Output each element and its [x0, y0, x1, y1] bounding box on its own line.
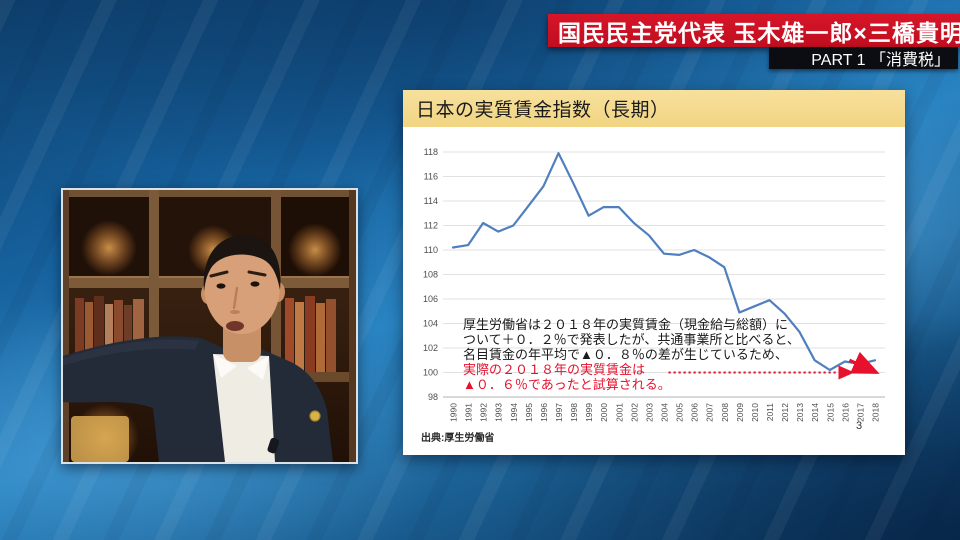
x-axis-tick-label: 2011	[765, 403, 775, 422]
shelf-post	[349, 190, 356, 462]
book-spine	[295, 302, 304, 372]
shirt-collar	[247, 356, 269, 380]
wage-index-chart: 98 100 102 104 106 108 110 112 114 116 118 1990 1991…	[403, 127, 905, 455]
x-axis-tick-label: 2009	[735, 403, 745, 422]
x-axis-tick-label: 2017	[855, 403, 865, 422]
annotation-line-red: ▲０．６％であったと試算される。	[463, 377, 671, 392]
x-axis-tick-label: 1992	[479, 403, 489, 422]
y-axis-tick-label: 102	[423, 343, 438, 353]
hair	[203, 234, 281, 292]
x-axis-tick-label: 2001	[614, 403, 624, 422]
eyebrow	[209, 270, 229, 278]
face	[204, 238, 280, 334]
slide-title: 日本の実質賃金指数（長期）	[416, 100, 670, 121]
x-axis-tick-label: 1991	[464, 403, 474, 422]
program-title-text: 国民民主党代表 玉木雄一郎×三橋貴明	[558, 19, 960, 46]
annotation-line-black: 厚生労働省は２０１８年の実質賃金（現金給与総額）に	[463, 317, 788, 332]
shirt	[213, 354, 275, 462]
x-axis-tick-label: 2010	[750, 403, 760, 422]
annotation-line-red: 実際の２０１８年の実質賃金は	[463, 362, 645, 377]
x-axis-tick-label: 2014	[810, 403, 820, 422]
x-axis-tick-label: 2015	[825, 403, 835, 422]
y-axis-tick-label: 118	[424, 147, 438, 157]
source-caption: 出典:厚生労働省	[421, 433, 495, 444]
y-axis-tick-label: 104	[423, 319, 438, 329]
eye	[216, 283, 226, 289]
x-axis-tick-label: 2016	[840, 403, 850, 422]
shelf-post	[149, 190, 159, 382]
x-axis-tick-label: 1998	[569, 403, 579, 422]
real-wage-line	[451, 152, 877, 372]
book-spine	[305, 296, 315, 372]
slide-panel: 日本の実質賃金指数（長期） 98 100 102 104 106 108 110 112 114…	[403, 90, 905, 455]
y-axis-tick-label: 112	[424, 221, 438, 231]
shirt-collar	[213, 354, 237, 378]
x-axis-tick-label: 1999	[584, 403, 594, 422]
y-axis-tick-label: 114	[424, 196, 438, 206]
x-axis-tick-label: 2018	[871, 403, 881, 422]
x-axis-tick-label: 2013	[795, 403, 805, 422]
books-row	[75, 296, 336, 372]
x-axis-tick-label: 2004	[660, 403, 670, 422]
mouth	[226, 321, 244, 331]
x-axis-tick-label: 1997	[554, 403, 564, 422]
x-axis-tick-label: 1996	[539, 403, 549, 422]
suit-arm-highlight	[63, 339, 199, 366]
eyebrow	[247, 270, 267, 277]
book-spine	[75, 298, 84, 370]
y-axis-tick-label: 116	[424, 172, 438, 182]
y-axis-tick-label: 108	[423, 270, 438, 280]
y-axis-tick-label: 110	[424, 245, 438, 255]
warm-lamp-glow	[81, 220, 137, 276]
x-axis-tick-label: 2005	[675, 403, 685, 422]
microphone-icon	[267, 437, 280, 454]
slide-title-bar: 日本の実質賃金指数（長期）	[403, 90, 905, 127]
shelf-board	[63, 190, 356, 197]
book-spine	[94, 296, 104, 370]
book-spine	[316, 303, 325, 372]
y-axis-tick-label: 98	[428, 392, 438, 402]
x-axis-tick-label: 2007	[705, 403, 715, 422]
speaker	[63, 234, 333, 462]
x-axis-tick-label: 2012	[780, 403, 790, 422]
speaker-photo	[61, 188, 358, 464]
part-banner: PART 1 「消費税」	[769, 47, 958, 69]
annotation-line-black: ついて＋０．２％で発表したが、共通事業所と比べると、	[463, 332, 800, 347]
book-spine	[105, 304, 113, 370]
x-axis-tick-label: 2003	[644, 403, 654, 422]
nose-shadow	[230, 310, 240, 314]
book-spine	[114, 300, 123, 370]
x-axis-tick-label: 1994	[509, 403, 519, 422]
warm-lamp-glow	[288, 223, 342, 277]
book-spine	[85, 302, 93, 370]
revision-arrow	[848, 351, 880, 375]
x-axis-tick-label: 1993	[494, 403, 504, 422]
book-spine	[326, 299, 336, 372]
nose	[232, 286, 239, 310]
x-axis-tick-label: 1990	[449, 403, 459, 422]
annotation-line-black: 名目賃金の年平均で▲０．８％の差が生じているため、	[463, 347, 788, 362]
x-axis-tick-label: 2002	[629, 403, 639, 422]
lamp-object	[71, 416, 129, 462]
part-banner-text: PART 1 「消費税」	[811, 52, 950, 69]
program-title-banner: 国民民主党代表 玉木雄一郎×三橋貴明	[548, 14, 960, 47]
lapel-pin-icon	[309, 410, 321, 422]
x-axis-tick-label: 1995	[524, 403, 534, 422]
book-spine	[285, 298, 294, 372]
book-spine	[124, 305, 132, 370]
book-spine	[133, 299, 144, 370]
shelf-post	[63, 190, 69, 462]
y-axis-tick-label: 100	[423, 368, 438, 378]
y-axis-tick-label: 106	[423, 294, 438, 304]
page-number: 3	[856, 420, 863, 432]
x-axis-tick-label: 2000	[599, 403, 609, 422]
chart-svg: 98 100 102 104 106 108 110 112 114 116 118 1990 1991…	[423, 147, 885, 422]
x-axis-tick-label: 2008	[720, 403, 730, 422]
speaker-illustration	[63, 190, 356, 462]
eye	[250, 281, 260, 287]
x-axis-tick-label: 2006	[690, 403, 700, 422]
